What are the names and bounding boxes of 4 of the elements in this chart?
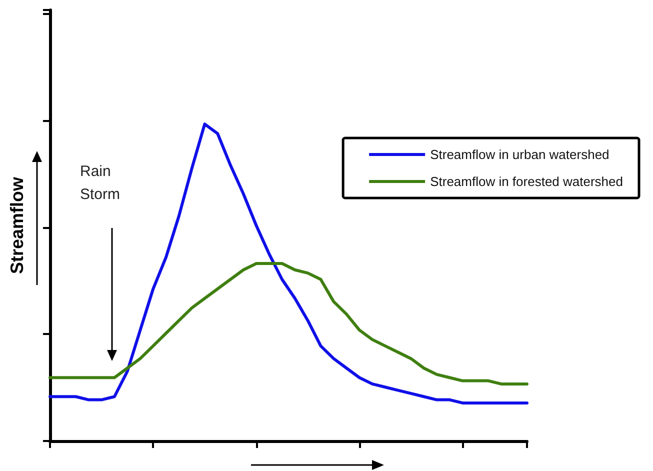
y-axis-title: Streamflow: [7, 176, 27, 274]
legend-label: Streamflow in urban watershed: [430, 147, 610, 162]
annotation: Rain Storm: [80, 163, 120, 203]
legend-label: Streamflow in forested watershed: [430, 174, 624, 189]
